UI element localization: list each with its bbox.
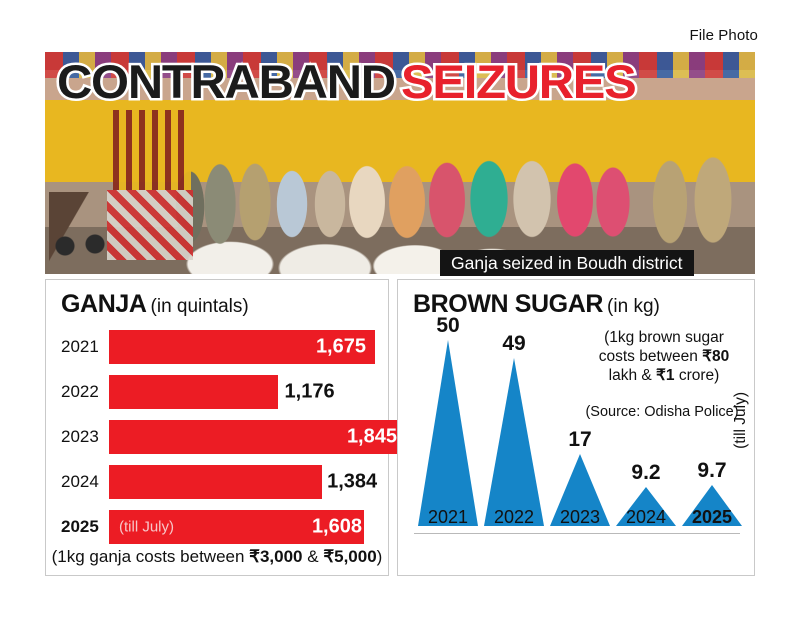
table-row: 2022 1,176 [61, 375, 375, 409]
ganja-bar-fill [109, 420, 402, 454]
table-row: 2024 1,384 [61, 465, 378, 499]
note-line-3b: ₹1 [656, 367, 675, 385]
brown-sugar-triangle [682, 485, 742, 526]
brown-sugar-year-label: 2022 [493, 507, 535, 527]
brown-sugar-triangle [418, 340, 478, 526]
table-row: 2025 (till July) 1,608 [61, 510, 375, 544]
brown-sugar-price-note: (1kg brown sugar costs between ₹80 lakh … [584, 328, 744, 386]
ganja-footnote-mid: & [302, 547, 324, 566]
ganja-year-label: 2024 [61, 472, 99, 491]
photo-checker-pillar [107, 190, 193, 260]
brown-sugar-panel: BROWN SUGAR (in kg) (1kg brown sugar cost… [397, 279, 755, 576]
ganja-year-label: 2021 [61, 337, 99, 356]
brown-sugar-value: 9.7 [697, 459, 727, 482]
ganja-bar-fill [109, 375, 279, 409]
ganja-bar-value: 1,384 [327, 470, 378, 493]
brown-sugar-triangle-chart: 50 2021 49 2022 17 2023 9.2 2024 9.7 [406, 314, 748, 552]
photo-flag-banner [45, 52, 755, 78]
brown-sugar-title-text: BROWN SUGAR [413, 290, 604, 318]
ganja-bar-track: 1,384 [109, 465, 378, 499]
ganja-bar-track: 1,845 [109, 420, 402, 454]
ganja-panel: GANJA (in quintals) 2021 1,675 2022 1,176… [45, 279, 402, 576]
ganja-bar-track: 1,675 [109, 330, 375, 364]
headline: CONTRABAND SEIZURES [54, 55, 639, 108]
ganja-footnote-suffix: ) [376, 547, 383, 566]
file-photo-credit: File Photo [689, 27, 758, 44]
brown-sugar-year-label: 2023 [559, 507, 601, 527]
brown-sugar-triangle [550, 454, 610, 526]
ganja-bar-track: (till July) 1,608 [109, 510, 375, 544]
ganja-bar-value: 1,176 [284, 380, 335, 403]
brown-sugar-triangle [616, 487, 676, 526]
brown-sugar-value: 50 [436, 314, 460, 337]
note-line-2a: costs between [598, 348, 703, 366]
photo-caption: Ganja seized in Boudh district [440, 250, 694, 276]
ganja-bar-value: 1,675 [315, 335, 366, 358]
ganja-footnote-prefix: (1kg ganja costs between [51, 547, 250, 566]
brown-sugar-value: 17 [568, 428, 592, 451]
ganja-bar-fill [109, 510, 365, 544]
photo-tribal-mural [113, 110, 191, 190]
ganja-title-text: GANJA [61, 290, 147, 318]
ganja-unit-text: (in quintals) [150, 296, 249, 317]
table-row: 2023 1,845 [61, 420, 402, 454]
note-line-2b: ₹80 [702, 348, 730, 366]
ganja-footnote-price-low: ₹3,000 [249, 547, 303, 566]
ganja-bar-track: 1,176 [109, 375, 375, 409]
brown-sugar-triangle [484, 358, 544, 526]
ganja-year-label: 2025 [61, 517, 99, 536]
brown-sugar-value: 9.2 [631, 461, 661, 484]
brown-sugar-year-label: 2021 [427, 507, 469, 527]
brown-sugar-year-label: 2025 [691, 507, 733, 527]
brown-sugar-source: (Source: Odisha Police) [585, 404, 739, 420]
headline-word-seizures: SEIZURES [398, 55, 639, 108]
ganja-footnote: (1kg ganja costs between ₹3,000 & ₹5,000… [46, 547, 388, 567]
brown-sugar-panel-title: BROWN SUGAR (in kg) [413, 290, 660, 319]
ganja-bar-fill [109, 330, 375, 364]
ganja-bar-value: 1,608 [311, 515, 362, 538]
ganja-year-label: 2023 [61, 427, 99, 446]
brown-sugar-unit-text: (in kg) [607, 296, 660, 317]
brown-sugar-value: 49 [502, 332, 526, 355]
ganja-till-july-note: (till July) [119, 518, 174, 536]
note-line-1: (1kg brown sugar [604, 329, 724, 346]
headline-word-contraband: CONTRABAND [54, 55, 398, 108]
note-line-3c: crore) [674, 367, 720, 385]
ganja-year-label: 2022 [61, 382, 99, 401]
ganja-footnote-price-high: ₹5,000 [323, 547, 377, 566]
chart-baseline [414, 533, 740, 534]
ganja-bar-fill [109, 465, 322, 499]
ganja-panel-title: GANJA (in quintals) [61, 290, 249, 319]
table-row: 2021 1,675 [61, 330, 375, 364]
note-line-3a: lakh & [608, 367, 657, 385]
brown-sugar-year-label: 2024 [625, 507, 667, 527]
news-photo [45, 52, 755, 274]
photo-motorbike [49, 192, 107, 262]
ganja-bar-value: 1,845 [346, 425, 397, 448]
